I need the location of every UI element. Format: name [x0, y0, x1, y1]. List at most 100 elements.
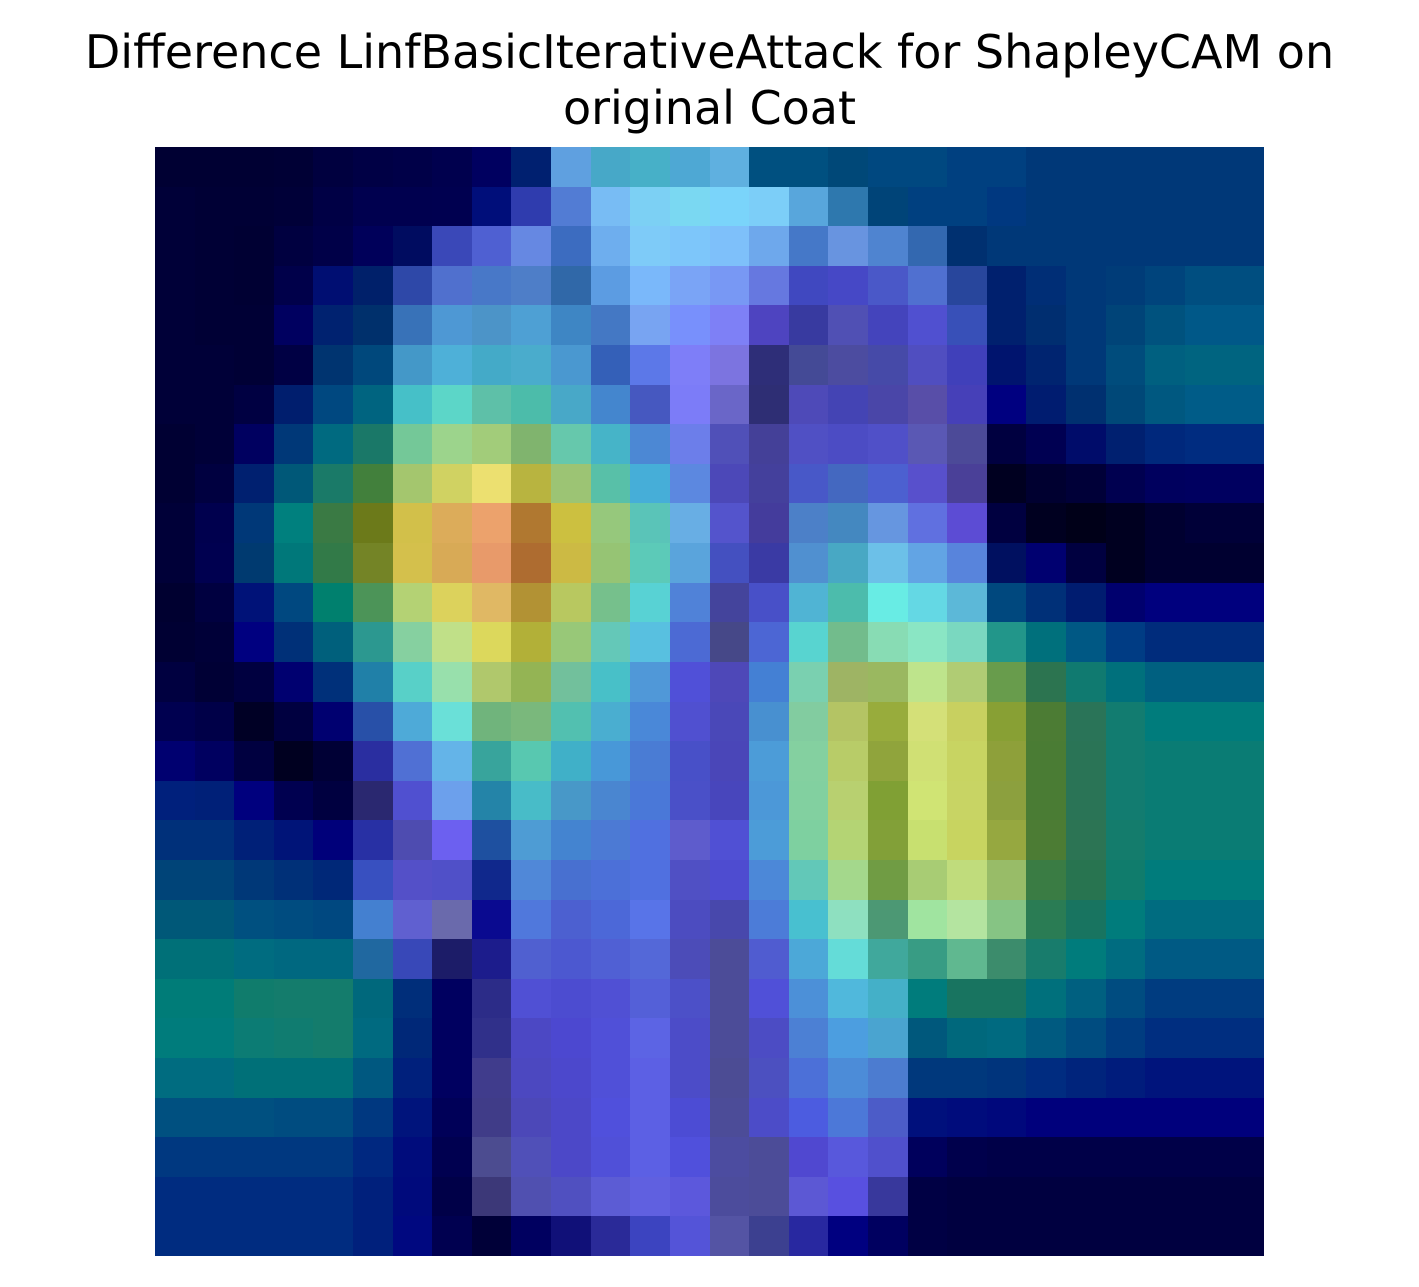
heatmap-cell-r11-c15 — [749, 583, 789, 622]
heatmap-cell-r14-c5 — [353, 702, 393, 741]
heatmap-cell-r22-c0 — [155, 1018, 195, 1058]
heatmap-cell-r2-c23 — [1066, 226, 1106, 266]
heatmap-cell-r3-c24 — [1106, 266, 1145, 305]
heatmap-cell-r15-c9 — [511, 741, 551, 781]
heatmap-cell-r0-c15 — [749, 147, 789, 187]
heatmap-cell-r23-c27 — [1224, 1058, 1264, 1098]
heatmap-cell-r25-c23 — [1066, 1137, 1106, 1177]
heatmap-cell-r21-c15 — [749, 979, 789, 1018]
heatmap-cell-r11-c4 — [313, 583, 353, 622]
heatmap-cell-r4-c15 — [749, 305, 789, 345]
heatmap-cell-r17-c24 — [1106, 820, 1145, 860]
heatmap-cell-r6-c14 — [710, 385, 749, 424]
heatmap-cell-r6-c15 — [749, 385, 789, 424]
heatmap-cell-r7-c16 — [789, 424, 828, 464]
heatmap-cell-r20-c26 — [1185, 939, 1224, 979]
heatmap-cell-r15-c3 — [274, 741, 313, 781]
heatmap-cell-r7-c4 — [313, 424, 353, 464]
heatmap-cell-r20-c18 — [868, 939, 908, 979]
heatmap-cell-r24-c22 — [1026, 1098, 1066, 1137]
heatmap-cell-r1-c2 — [234, 187, 274, 226]
heatmap-cell-r18-c3 — [274, 860, 313, 900]
heatmap-cell-r9-c12 — [630, 503, 670, 543]
heatmap-cell-r0-c17 — [828, 147, 868, 187]
heatmap-cell-r16-c25 — [1145, 781, 1185, 820]
heatmap-cell-r24-c20 — [947, 1098, 987, 1137]
heatmap-cell-r12-c25 — [1145, 622, 1185, 662]
heatmap-cell-r15-c12 — [630, 741, 670, 781]
heatmap-cell-r19-c19 — [908, 900, 947, 939]
heatmap-cell-r20-c8 — [472, 939, 511, 979]
heatmap-cell-r26-c4 — [313, 1177, 353, 1216]
heatmap-cell-r4-c7 — [432, 305, 472, 345]
heatmap-cell-r9-c17 — [828, 503, 868, 543]
heatmap-cell-r10-c4 — [313, 543, 353, 583]
heatmap-cell-r24-c7 — [432, 1098, 472, 1137]
heatmap-cell-r8-c23 — [1066, 464, 1106, 503]
heatmap-cell-r25-c13 — [670, 1137, 710, 1177]
heatmap-cell-r6-c5 — [353, 385, 393, 424]
heatmap-cell-r16-c8 — [472, 781, 511, 820]
heatmap-cell-r0-c0 — [155, 147, 195, 187]
heatmap-cell-r24-c10 — [551, 1098, 591, 1137]
heatmap-cell-r6-c3 — [274, 385, 313, 424]
heatmap-cell-r18-c23 — [1066, 860, 1106, 900]
heatmap-cell-r22-c27 — [1224, 1018, 1264, 1058]
heatmap-cell-r12-c17 — [828, 622, 868, 662]
heatmap-cell-r12-c24 — [1106, 622, 1145, 662]
heatmap-cell-r9-c22 — [1026, 503, 1066, 543]
heatmap-cell-r18-c15 — [749, 860, 789, 900]
heatmap-cell-r11-c21 — [987, 583, 1026, 622]
heatmap-cell-r20-c19 — [908, 939, 947, 979]
heatmap-cell-r13-c24 — [1106, 662, 1145, 702]
heatmap-cell-r25-c0 — [155, 1137, 195, 1177]
heatmap-cell-r24-c16 — [789, 1098, 828, 1137]
heatmap-cell-r0-c1 — [195, 147, 234, 187]
heatmap-cell-r17-c1 — [195, 820, 234, 860]
heatmap-cell-r22-c26 — [1185, 1018, 1224, 1058]
heatmap-cell-r16-c10 — [551, 781, 591, 820]
heatmap-cell-r26-c22 — [1026, 1177, 1066, 1216]
heatmap-cell-r5-c20 — [947, 345, 987, 385]
heatmap-cell-r15-c23 — [1066, 741, 1106, 781]
heatmap-cell-r4-c12 — [630, 305, 670, 345]
heatmap-cell-r19-c16 — [789, 900, 828, 939]
heatmap-cell-r9-c4 — [313, 503, 353, 543]
heatmap-cell-r1-c4 — [313, 187, 353, 226]
heatmap-cell-r16-c12 — [630, 781, 670, 820]
heatmap-cell-r2-c8 — [472, 226, 511, 266]
heatmap-cell-r14-c16 — [789, 702, 828, 741]
heatmap-cell-r11-c12 — [630, 583, 670, 622]
heatmap-cell-r6-c1 — [195, 385, 234, 424]
heatmap-cell-r16-c17 — [828, 781, 868, 820]
heatmap-cell-r14-c3 — [274, 702, 313, 741]
heatmap-cell-r26-c20 — [947, 1177, 987, 1216]
heatmap-cell-r21-c7 — [432, 979, 472, 1018]
heatmap-cell-r5-c17 — [828, 345, 868, 385]
heatmap-cell-r26-c17 — [828, 1177, 868, 1216]
heatmap-cell-r18-c6 — [393, 860, 432, 900]
heatmap-cell-r23-c20 — [947, 1058, 987, 1098]
heatmap-cell-r19-c2 — [234, 900, 274, 939]
heatmap-cell-r18-c22 — [1026, 860, 1066, 900]
heatmap-cell-r10-c25 — [1145, 543, 1185, 583]
heatmap-cell-r13-c26 — [1185, 662, 1224, 702]
heatmap-cell-r8-c24 — [1106, 464, 1145, 503]
heatmap-cell-r3-c2 — [234, 266, 274, 305]
heatmap-cell-r22-c10 — [551, 1018, 591, 1058]
heatmap-cell-r16-c21 — [987, 781, 1026, 820]
heatmap-cell-r20-c15 — [749, 939, 789, 979]
heatmap-cell-r24-c18 — [868, 1098, 908, 1137]
heatmap-cell-r25-c6 — [393, 1137, 432, 1177]
heatmap-cell-r12-c9 — [511, 622, 551, 662]
heatmap-cell-r20-c21 — [987, 939, 1026, 979]
heatmap-cell-r13-c7 — [432, 662, 472, 702]
heatmap-cell-r5-c0 — [155, 345, 195, 385]
heatmap-cell-r0-c8 — [472, 147, 511, 187]
heatmap-cell-r0-c4 — [313, 147, 353, 187]
heatmap-cell-r12-c5 — [353, 622, 393, 662]
heatmap-cell-r23-c24 — [1106, 1058, 1145, 1098]
heatmap-cell-r20-c22 — [1026, 939, 1066, 979]
heatmap-cell-r27-c13 — [670, 1216, 710, 1256]
heatmap-cell-r4-c11 — [591, 305, 630, 345]
